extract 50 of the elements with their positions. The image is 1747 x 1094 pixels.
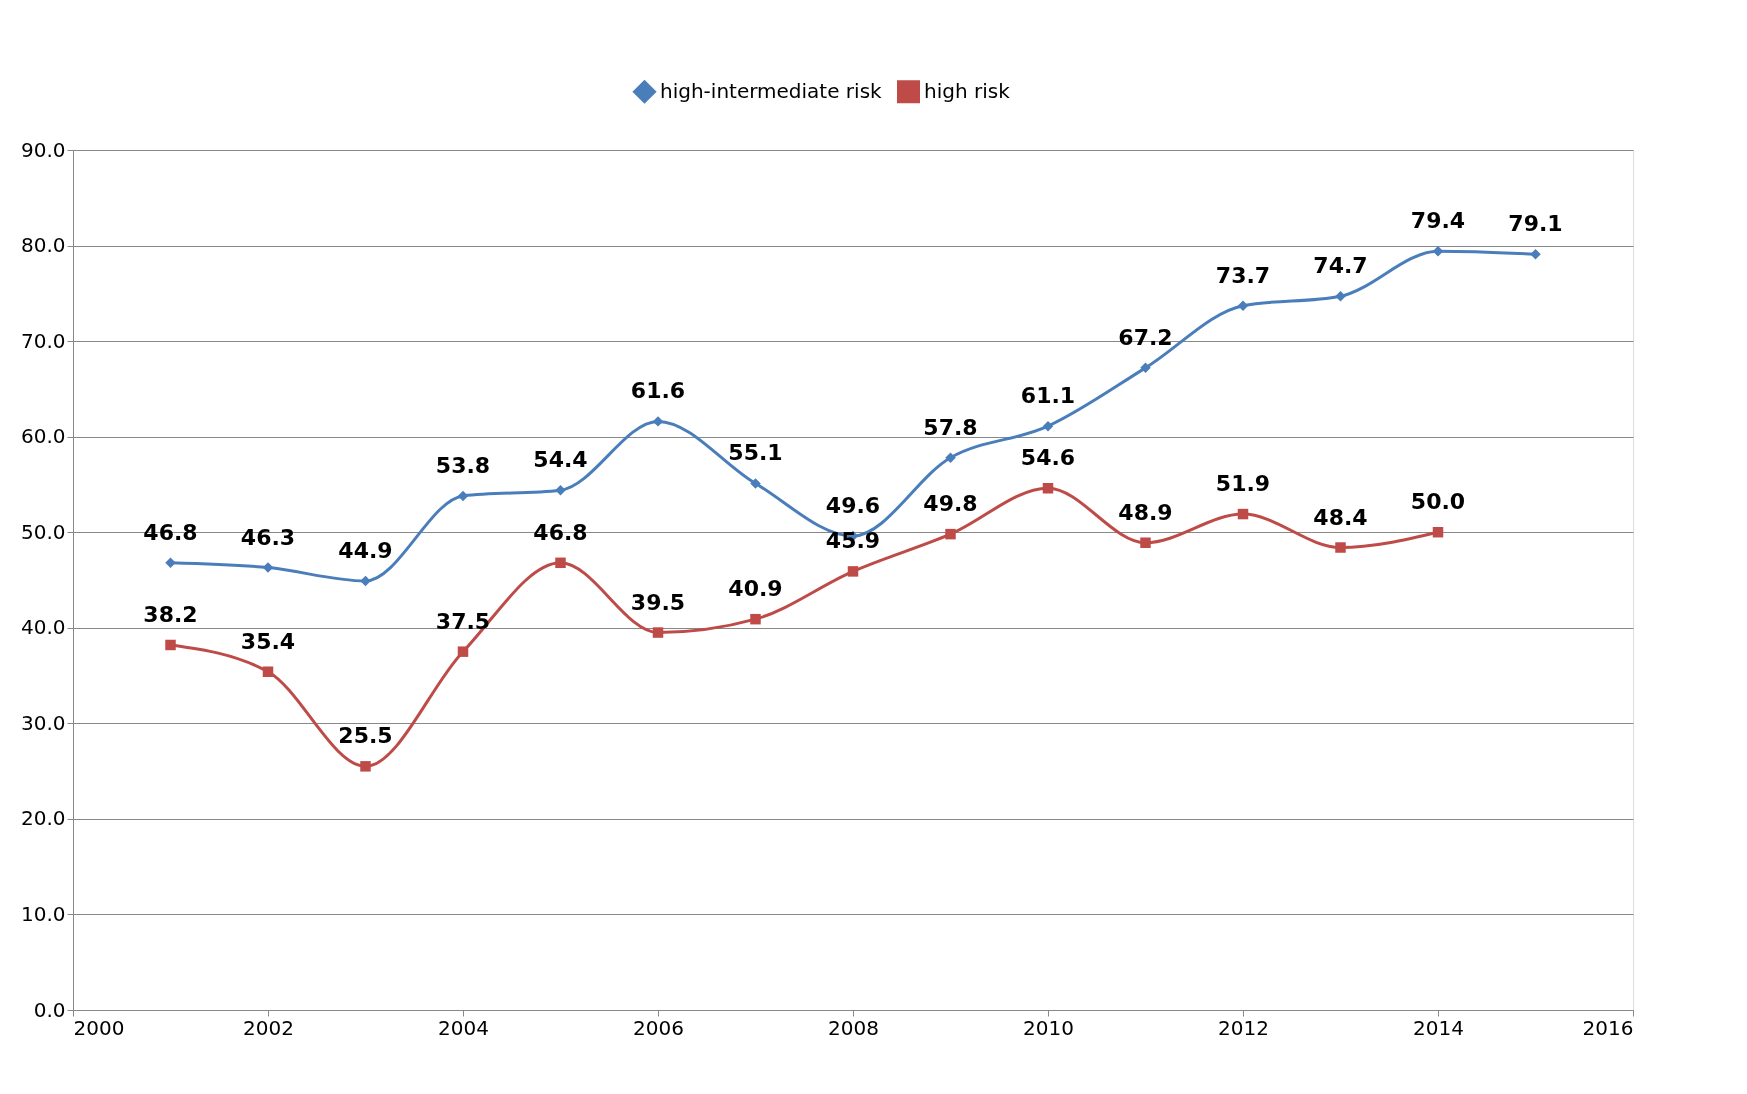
data-label: 44.9 [338, 537, 393, 563]
y-tick-label: 80.0 [20, 233, 66, 258]
data-label: 25.5 [338, 723, 393, 749]
data-label: 74.7 [1313, 253, 1368, 279]
y-tick-label: 40.0 [20, 615, 66, 640]
y-tick-label: 60.0 [20, 424, 66, 449]
data-label: 40.9 [728, 576, 783, 602]
y-tick-label: 90.0 [20, 137, 66, 162]
data-label: 54.6 [1020, 445, 1076, 471]
x-tick-label: 2012 [1218, 1015, 1269, 1040]
y-tick-label: 30.0 [20, 710, 66, 735]
x-tick-label: 2016 [1582, 1015, 1634, 1040]
x-tick-label: 2000 [73, 1015, 125, 1040]
data-label: 53.8 [435, 452, 491, 478]
x-tick-label: 2006 [633, 1015, 684, 1040]
data-label: 37.5 [435, 608, 491, 634]
x-tick-label: 2014 [1413, 1015, 1464, 1040]
data-label: 61.6 [630, 378, 686, 404]
y-tick-label: 70.0 [20, 328, 66, 353]
x-tick-label: 2004 [438, 1015, 489, 1040]
data-label: 55.1 [728, 440, 783, 466]
data-label: 48.9 [1118, 499, 1173, 525]
x-tick-label: 2008 [828, 1015, 879, 1040]
y-tick-label: 50.0 [20, 519, 66, 544]
data-label: 67.2 [1118, 324, 1173, 350]
data-label: 39.5 [630, 589, 686, 615]
data-label: 49.6 [825, 493, 881, 519]
data-label: 57.8 [923, 414, 978, 440]
data-label: 46.8 [533, 519, 588, 545]
data-label: 79.4 [1410, 208, 1466, 234]
legend-label: high risk [924, 78, 1011, 103]
data-label: 54.4 [533, 447, 588, 473]
data-label: 73.7 [1215, 262, 1271, 288]
data-label: 38.2 [143, 601, 198, 627]
data-label: 46.8 [143, 519, 198, 545]
data-label: 79.1 [1508, 211, 1563, 237]
data-label: 35.4 [240, 628, 296, 654]
data-label: 50.0 [1410, 489, 1466, 515]
y-tick-label: 10.0 [20, 901, 66, 926]
data-label: 49.8 [923, 491, 978, 517]
y-tick-label: 20.0 [20, 806, 66, 831]
data-label: 48.4 [1313, 504, 1368, 530]
y-tick-label: 0.0 [33, 997, 66, 1022]
data-label: 61.1 [1020, 383, 1076, 409]
data-label: 45.9 [825, 528, 881, 554]
x-tick-label: 2010 [1023, 1015, 1074, 1040]
data-label: 51.9 [1215, 471, 1271, 497]
data-label: 46.3 [240, 524, 296, 550]
x-tick-label: 2002 [243, 1015, 294, 1040]
legend-label: high-intermediate risk [660, 78, 883, 103]
